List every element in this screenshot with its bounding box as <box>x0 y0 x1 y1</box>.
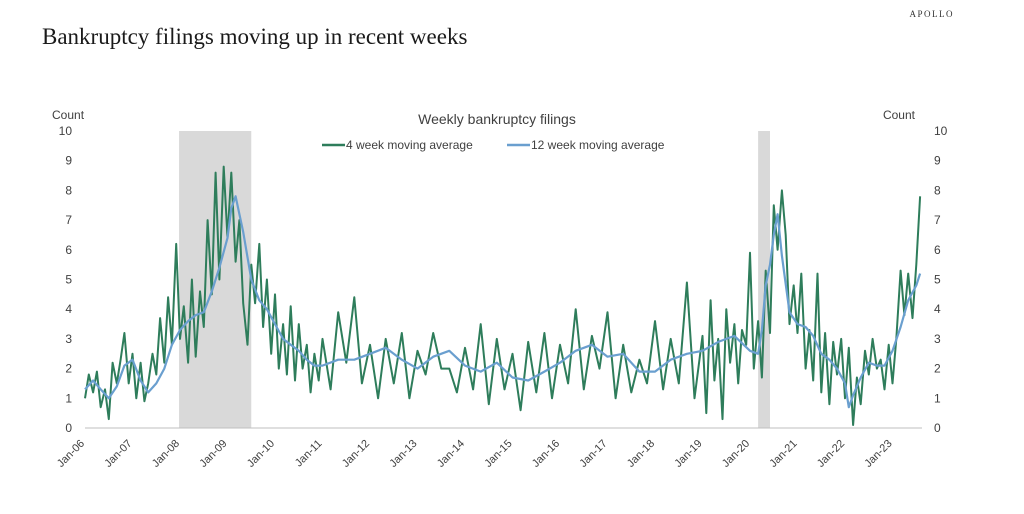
y-tick-left-0: 0 <box>65 421 72 435</box>
legend: 4 week moving average 12 week moving ave… <box>322 138 665 152</box>
y-tick-left-2: 2 <box>65 362 72 376</box>
y-tick-left-7: 7 <box>65 213 72 227</box>
y-tick-left-9: 9 <box>65 154 72 168</box>
y-tick-left-3: 3 <box>65 332 72 346</box>
x-tick-15: Jan-21 <box>767 438 799 470</box>
y-tick-left-6: 6 <box>65 243 72 257</box>
x-tick-9: Jan-15 <box>482 438 514 470</box>
x-tick-13: Jan-19 <box>672 438 704 470</box>
y-tick-right-5: 5 <box>934 273 941 287</box>
x-tick-2: Jan-08 <box>150 438 182 470</box>
x-tick-10: Jan-16 <box>530 438 562 470</box>
y-tick-right-4: 4 <box>934 302 941 316</box>
series-lines <box>84 165 922 426</box>
x-tick-6: Jan-12 <box>340 438 372 470</box>
y-tick-left-4: 4 <box>65 302 72 316</box>
x-tick-0: Jan-06 <box>55 438 87 470</box>
y-tick-right-10: 10 <box>934 124 948 138</box>
x-tick-7: Jan-13 <box>387 438 419 470</box>
y-tick-left-5: 5 <box>65 273 72 287</box>
y-tick-left-10: 10 <box>59 124 73 138</box>
y-tick-right-6: 6 <box>934 243 941 257</box>
x-tick-5: Jan-11 <box>293 438 325 470</box>
chart-title: Weekly bankruptcy filings <box>418 111 576 127</box>
x-tick-17: Jan-23 <box>862 438 894 470</box>
x-tick-8: Jan-14 <box>435 438 467 470</box>
y-tick-right-1: 1 <box>934 391 941 405</box>
brand-logo: APOLLO <box>909 9 954 19</box>
recession-band-1 <box>758 131 770 428</box>
y-tick-right-2: 2 <box>934 362 941 376</box>
y-axis-left-label: Count <box>52 108 85 122</box>
y-tick-right-0: 0 <box>934 421 941 435</box>
y-axis-right-label: Count <box>883 108 916 122</box>
y-tick-right-8: 8 <box>934 183 941 197</box>
legend-label-12wk: 12 week moving average <box>531 138 665 152</box>
x-tick-1: Jan-07 <box>102 438 134 470</box>
y-tick-right-7: 7 <box>934 213 941 227</box>
x-axis: Jan-06 Jan-07 Jan-08 Jan-09 Jan-10 Jan-11 Jan-… <box>55 438 895 470</box>
y-axis-left: 0 1 2 3 4 5 6 7 8 9 10 <box>59 124 73 435</box>
y-axis-right: 0 1 2 3 4 5 6 7 8 9 10 <box>934 124 948 435</box>
y-tick-right-3: 3 <box>934 332 941 346</box>
series-line-4wk <box>84 165 922 426</box>
x-tick-4: Jan-10 <box>245 438 277 470</box>
legend-label-4wk: 4 week moving average <box>346 138 473 152</box>
x-tick-12: Jan-18 <box>625 438 657 470</box>
y-tick-right-9: 9 <box>934 154 941 168</box>
x-tick-11: Jan-17 <box>577 438 609 470</box>
series-line-12wk <box>84 195 922 409</box>
x-tick-14: Jan-20 <box>720 438 752 470</box>
x-tick-16: Jan-22 <box>815 438 847 470</box>
y-tick-left-8: 8 <box>65 183 72 197</box>
page-title: Bankruptcy filings moving up in recent w… <box>42 24 468 49</box>
y-tick-left-1: 1 <box>65 391 72 405</box>
x-tick-3: Jan-09 <box>197 438 229 470</box>
